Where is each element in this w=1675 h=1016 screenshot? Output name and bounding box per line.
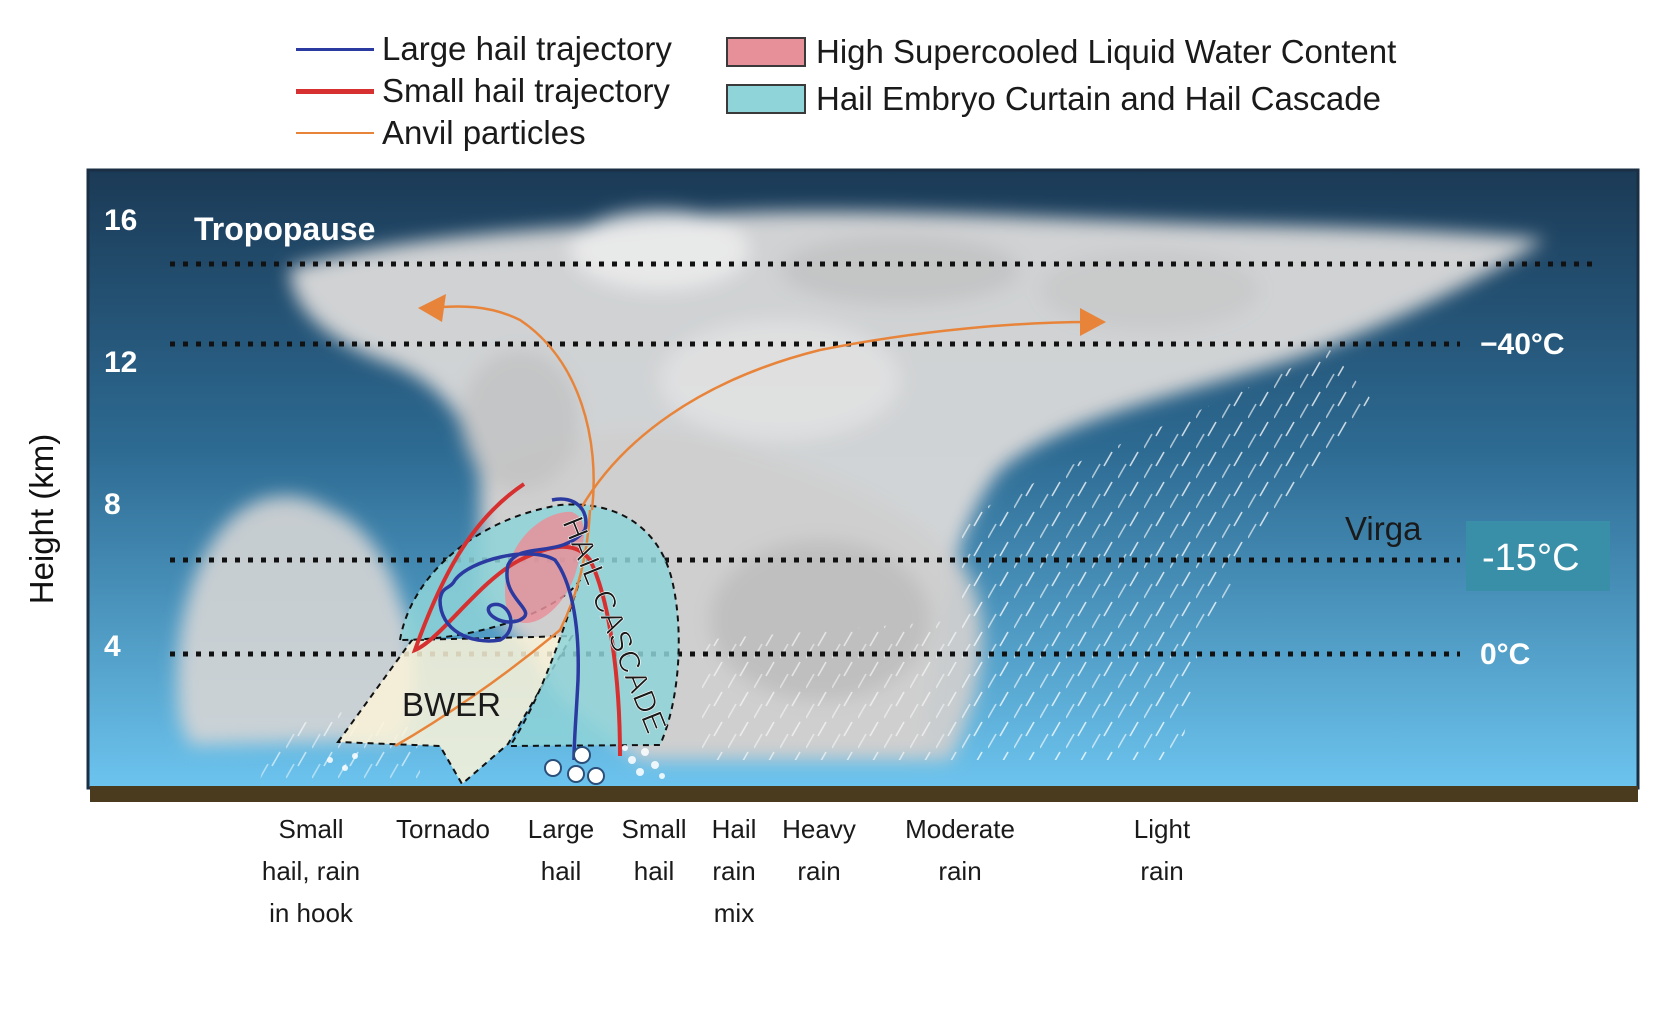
legend-label-high-slwc: High Supercooled Liquid Water Content [816,33,1397,70]
minus40-label: −40°C [1480,328,1565,361]
legend-swatch-large-hail [296,47,374,51]
y-tick-12: 12 [104,346,137,379]
small-hail-trajectory [411,482,622,757]
bottom-label-heavy-rain: Heavy rain [782,814,856,886]
small-hailstones [327,745,665,779]
legend-item-hail-embryo: Hail Embryo Curtain and Hail Cascade [726,80,1381,118]
bottom-label-tornado: Tornado [396,814,490,844]
legend-item-large-hail: Large hail trajectory [296,30,672,68]
anvil-arrow-left [418,294,446,322]
legend-item-anvil: Anvil particles [296,114,586,152]
legend-item-high-slwc: High Supercooled Liquid Water Content [726,33,1396,71]
ground [90,786,1638,802]
hailstones [544,746,605,785]
y-tick-8: 8 [104,488,121,521]
legend-label-small-hail: Small hail trajectory [382,72,670,109]
tropopause-label: Tropopause [194,211,375,247]
bottom-label-small-hail: Small hail [621,814,687,886]
legend-swatch-anvil [296,132,374,134]
virga-label: Virga [1345,510,1422,547]
anvil-particle-paths [394,305,1091,748]
bwer-label: BWER [402,686,501,723]
zero-label: 0°C [1480,638,1530,671]
bottom-label-moderate-rain: Moderate rain [905,814,1015,886]
legend-swatch-hail-embryo [726,84,806,114]
bottom-label-light-rain: Light rain [1133,814,1191,886]
hail-embryo-curtain [398,503,680,748]
legend-swatch-high-slwc [726,37,806,67]
high-slwc-region [505,511,585,623]
legend-swatch-small-hail [296,88,374,94]
legend-label-large-hail: Large hail trajectory [382,30,672,67]
bottom-label-small-hail-rain-hook: Small hail, rain in hook [261,814,361,928]
bottom-label-large-hail: Large hail [527,814,595,886]
large-hail-trajectory [438,497,588,761]
legend-label-hail-embryo: Hail Embryo Curtain and Hail Cascade [816,80,1381,117]
anvil-arrow-right [1080,308,1106,336]
bottom-label-hail-rain-mix: Hail rain mix [711,814,757,928]
precipitation-streaks [260,350,1380,780]
y-tick-4: 4 [104,630,121,663]
level-lines [170,261,1600,657]
y-tick-16: 16 [104,204,137,237]
minus15-label: -15°C [1482,537,1580,579]
legend-label-anvil: Anvil particles [382,114,586,151]
minus15-label-box [1466,521,1610,591]
legend-item-small-hail: Small hail trajectory [296,72,670,110]
